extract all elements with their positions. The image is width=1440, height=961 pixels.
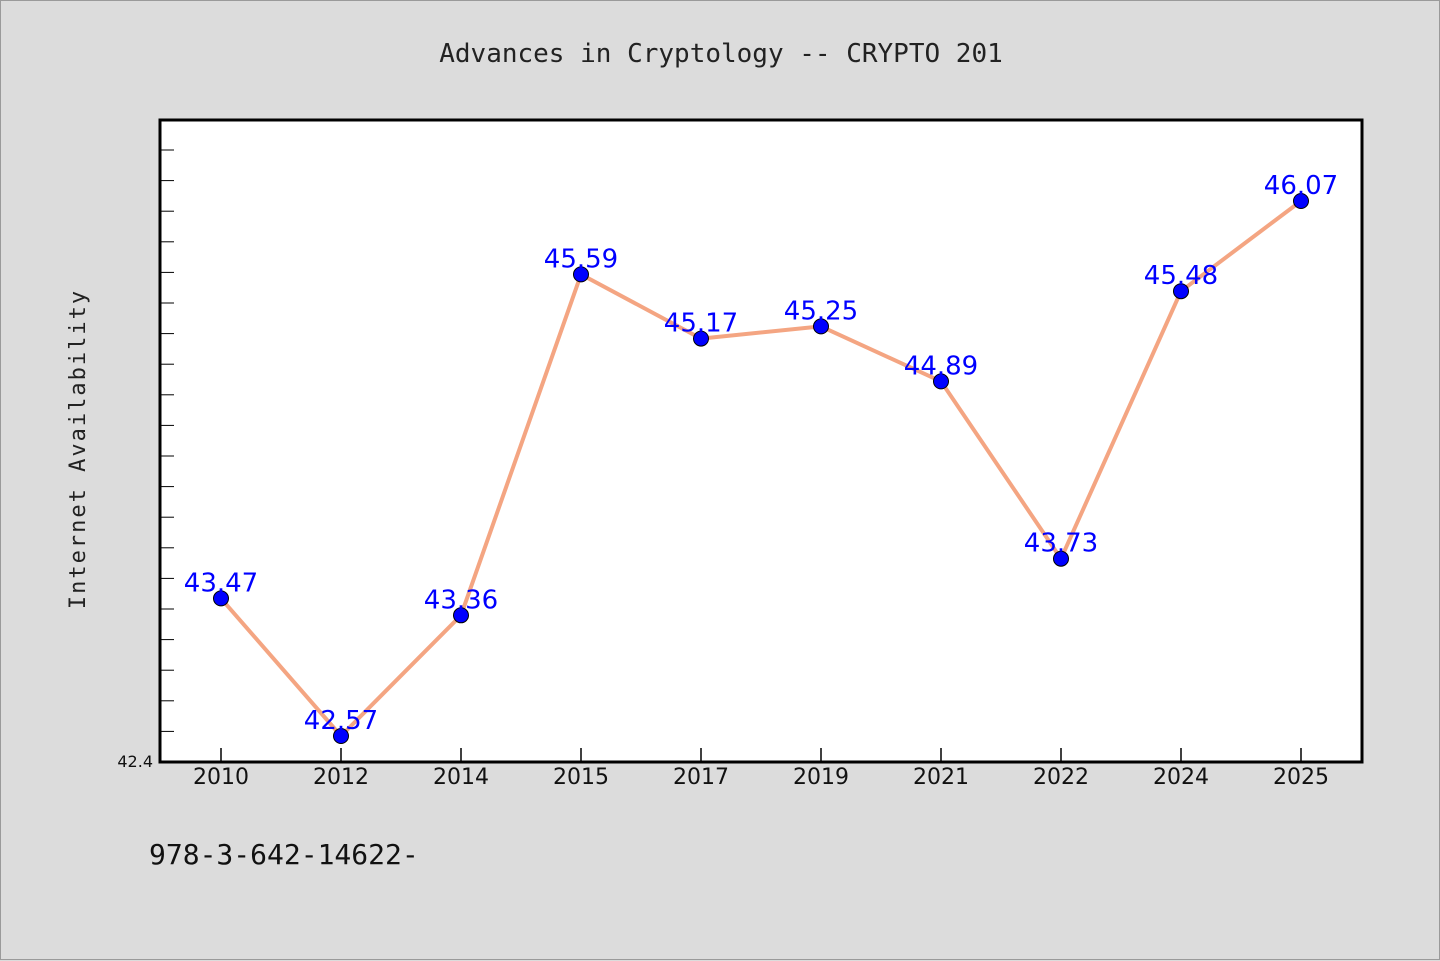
- x-tick-label: 2021: [913, 765, 969, 790]
- x-tick-label: 2012: [313, 765, 369, 790]
- y-axis-label: Internet Availability: [66, 289, 91, 609]
- x-tick-label: 2015: [553, 765, 609, 790]
- x-tick-label: 2014: [433, 765, 489, 790]
- data-label: 45.48: [1144, 261, 1218, 291]
- data-label: 45.25: [784, 296, 858, 326]
- data-point: [213, 590, 229, 607]
- data-label: 43.47: [184, 568, 258, 598]
- data-point: [1173, 283, 1189, 300]
- data-label: 43.36: [424, 585, 498, 615]
- data-point: [1053, 550, 1069, 567]
- plot-area: [158, 118, 1364, 764]
- x-tick-label: 2024: [1153, 765, 1209, 790]
- data-point: [333, 728, 349, 744]
- data-point: [693, 330, 709, 347]
- data-label: 44.89: [904, 351, 978, 381]
- data-point: [933, 373, 949, 390]
- x-tick-label: 2010: [193, 765, 249, 790]
- footer-isbn: 978-3-642-14622-: [149, 838, 419, 871]
- data-point: [573, 266, 589, 283]
- data-point: [453, 607, 469, 624]
- data-labels: 43.47 42.57 43.36 45.59 45.17 45.25 44.89 43.73…: [184, 171, 1338, 736]
- data-point: [1293, 193, 1309, 209]
- data-label: 45.17: [664, 309, 738, 339]
- series-line: [219, 199, 1303, 738]
- data-point: [813, 318, 829, 335]
- data-markers: [213, 193, 1309, 744]
- data-label: 46.07: [1264, 171, 1338, 201]
- x-tick-label: 2019: [793, 765, 849, 790]
- y-axis-min-label: 42.4: [117, 752, 153, 771]
- x-axis-ticks: 2010 2012 2014 2015 2017 2019 2021 2022 2024 2025: [193, 748, 1329, 790]
- data-label: 42.57: [304, 706, 378, 736]
- x-tick-label: 2022: [1033, 765, 1089, 790]
- chart-title: Advances in Cryptology -- CRYPTO 201: [439, 39, 1003, 69]
- y-axis-minor-ticks: [160, 149, 174, 763]
- data-label: 45.59: [544, 244, 618, 274]
- x-tick-label: 2025: [1273, 765, 1329, 790]
- x-tick-label: 2017: [673, 765, 729, 790]
- data-label: 43.73: [1024, 529, 1098, 559]
